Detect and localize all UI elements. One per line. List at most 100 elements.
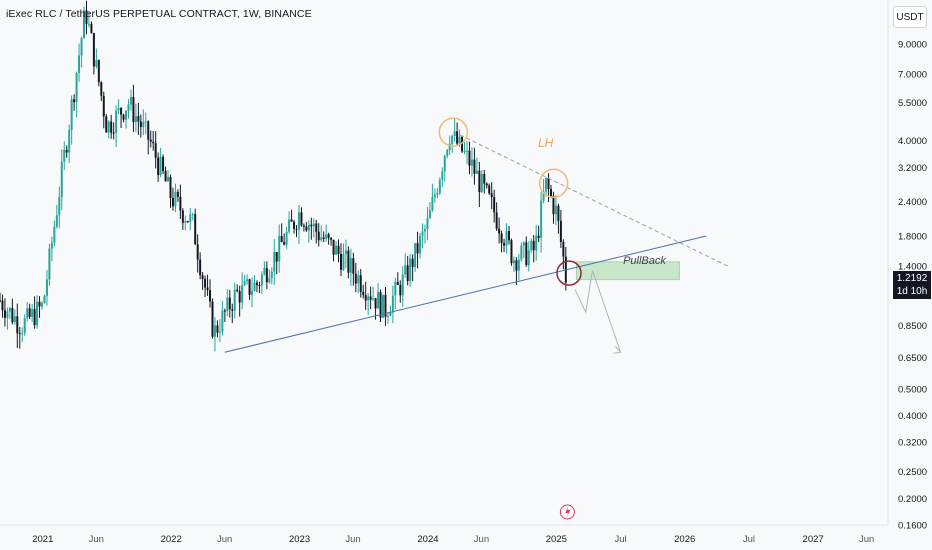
candle-body (223, 310, 226, 312)
candle-body (209, 290, 212, 302)
candle-body (478, 170, 481, 193)
price-tick-label: 0.5000 (898, 384, 927, 395)
candle-body (330, 237, 333, 240)
candle-body (53, 226, 56, 243)
candle-body (0, 300, 1, 302)
candle-body (337, 245, 340, 254)
candle-body (475, 170, 478, 174)
candle-body (364, 295, 367, 301)
candle-body (139, 121, 142, 128)
candle-body (525, 242, 528, 266)
candle-body (125, 110, 128, 120)
candle-body (381, 294, 384, 318)
time-axis[interactable]: 2021 Jun 2022 Jun 2023 Jun 2024 Jun 2025 Jul 2026 J… (32, 534, 874, 545)
candle-body (436, 192, 439, 195)
currency-badge[interactable]: USDT (893, 6, 927, 28)
candle-body (199, 259, 202, 276)
candle-body (344, 250, 347, 255)
candle-body (300, 212, 303, 226)
candle-body (275, 251, 278, 262)
candle-body (312, 223, 315, 227)
candle-body (186, 221, 189, 223)
time-tick-label: Jun (474, 534, 489, 545)
candle-body (411, 258, 414, 268)
candle-body (416, 243, 419, 254)
candle-body (8, 307, 11, 312)
candle-body (377, 292, 380, 309)
candle-body (171, 197, 174, 207)
candle-body (522, 242, 525, 246)
time-tick-label: 2023 (289, 534, 310, 545)
candle-body (154, 143, 157, 158)
candle-body (327, 234, 330, 238)
candle-body (134, 116, 137, 123)
time-tick-label: 2021 (32, 534, 53, 545)
candle-body (73, 99, 76, 103)
candle-body (441, 171, 444, 180)
candle-body (251, 290, 254, 295)
candle-body (60, 161, 63, 198)
candle-body (399, 284, 402, 296)
candle-body (78, 55, 81, 73)
candle-body (367, 296, 370, 301)
candle-body (28, 308, 31, 317)
candle-body (559, 220, 562, 242)
price-tick-label: 0.3200 (898, 438, 927, 449)
candle-body (179, 196, 182, 211)
price-tick-label: 0.1600 (898, 521, 927, 532)
candle-body (554, 205, 557, 215)
current-price: 1.2192 (896, 273, 928, 284)
candle-body (105, 116, 108, 133)
candle-body (305, 226, 308, 231)
candle-body (339, 253, 342, 270)
time-tick-label: Jun (217, 534, 232, 545)
candle-body (70, 99, 73, 131)
candle-body (500, 233, 503, 244)
price-tick-label: 0.8500 (898, 321, 927, 332)
candle-body (431, 197, 434, 211)
candle-body (396, 281, 399, 285)
candle-body (406, 265, 409, 282)
candle-body (421, 231, 424, 236)
candle-body (315, 223, 318, 232)
candle-body (562, 241, 565, 257)
candle-body (181, 210, 184, 223)
pullback-zone (575, 261, 680, 281)
candle-body (320, 237, 323, 241)
candle-body (164, 171, 167, 182)
candle-body (470, 159, 473, 166)
time-tick-label: Jun (859, 534, 874, 545)
candle-body (243, 281, 246, 286)
candle-body (132, 97, 135, 123)
candle-body (33, 308, 36, 326)
candle-body (507, 230, 510, 241)
candle-body (191, 214, 194, 216)
candle-body (426, 218, 429, 229)
candle-body (448, 143, 451, 150)
candle-body (218, 331, 221, 333)
candle-body (354, 273, 357, 284)
candle-body (43, 295, 46, 303)
candle-body (45, 279, 48, 296)
candle-body (18, 333, 21, 335)
lightning-icon (565, 506, 571, 518)
candle-body (226, 297, 229, 312)
candle-body (290, 219, 293, 222)
candle-body (505, 230, 508, 246)
candle-body (110, 121, 113, 133)
price-tick-label: 2.4000 (898, 197, 927, 208)
candle-body (503, 243, 506, 246)
candle-body (510, 240, 513, 264)
candle-body (352, 258, 355, 274)
candle-body (456, 131, 459, 144)
candle-body (465, 150, 468, 152)
candle-body (423, 228, 426, 232)
candle-body (335, 245, 338, 255)
candle-body (288, 219, 291, 232)
candle-body (552, 195, 555, 215)
candle-body (11, 307, 14, 323)
candle-body (241, 285, 244, 303)
candle-body (253, 282, 256, 291)
candle-body (258, 285, 261, 287)
